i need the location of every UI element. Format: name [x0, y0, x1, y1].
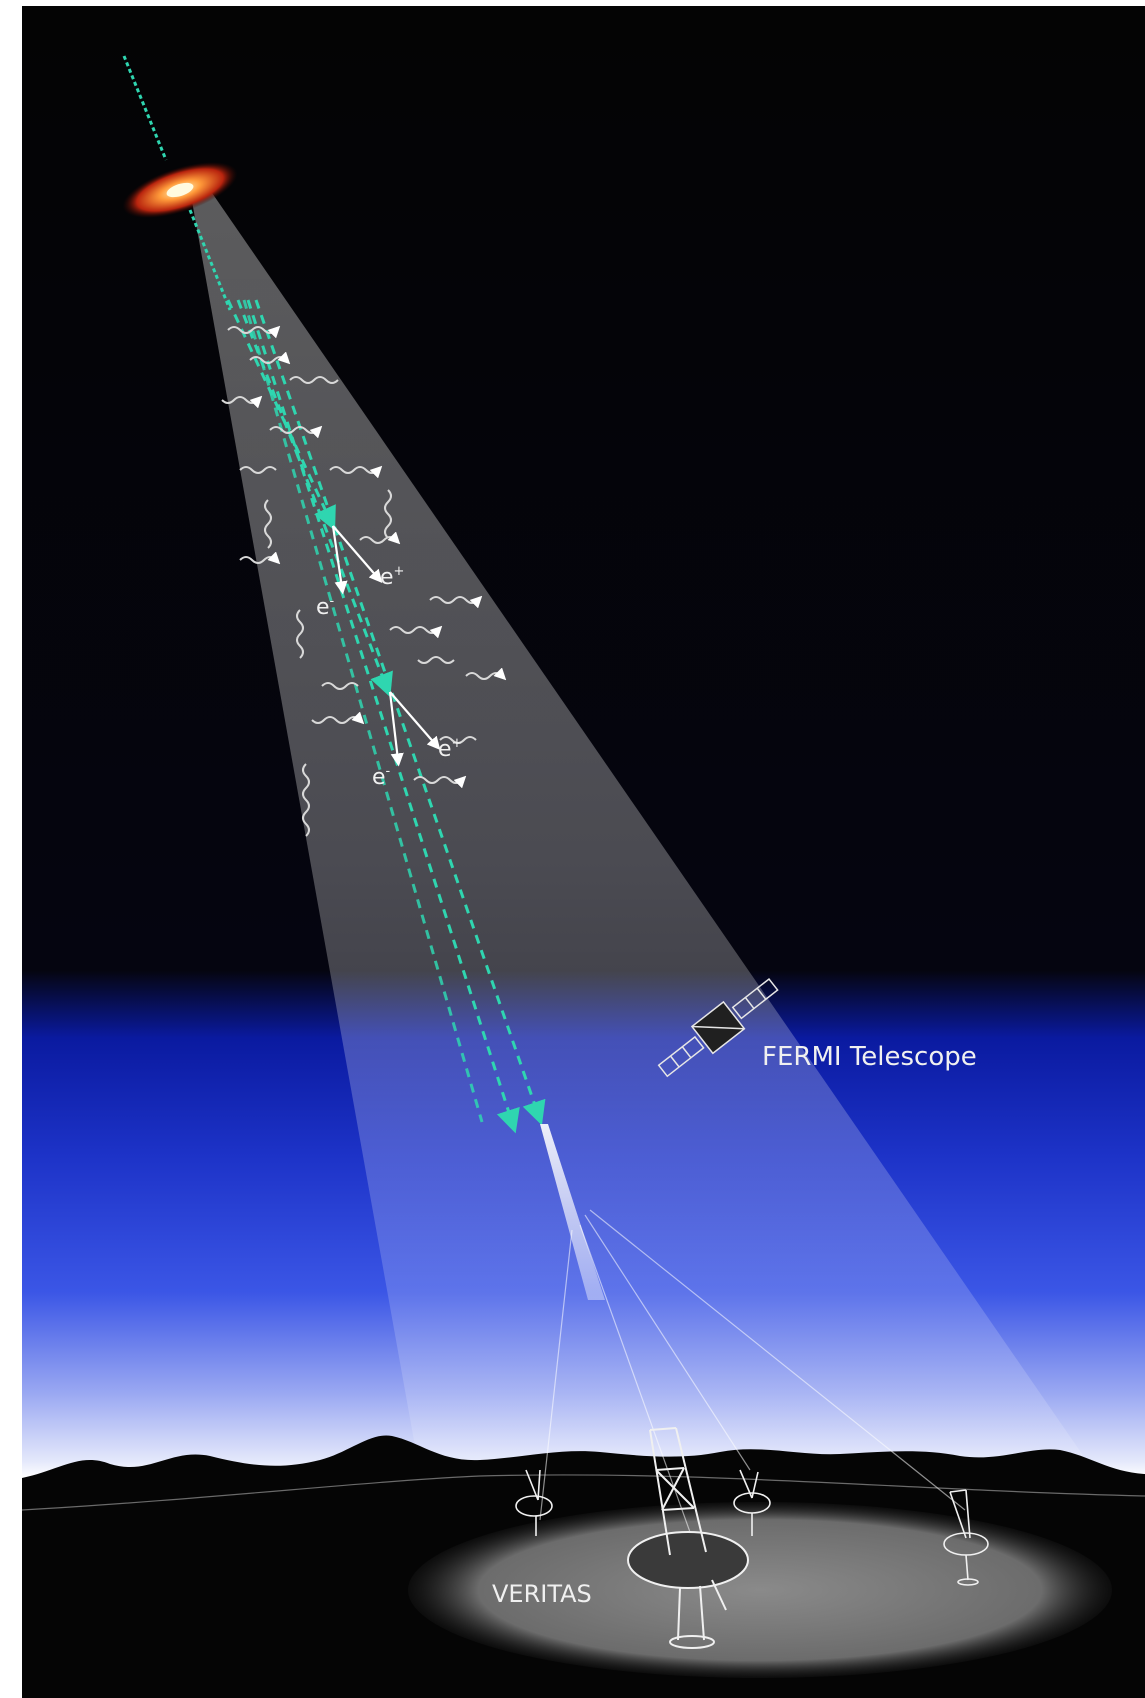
ebl-photons	[221, 325, 507, 837]
positron-label-1: e+	[380, 564, 404, 590]
pair-production-2	[388, 691, 441, 767]
fermi-satellite-icon	[657, 977, 779, 1078]
veritas-telescope-right	[943, 1489, 989, 1586]
veritas-telescope-left	[515, 1469, 553, 1536]
air-shower	[539, 1124, 966, 1561]
pair-production-1	[331, 525, 383, 595]
electron-label-1: e-	[316, 594, 335, 620]
veritas-telescope-main	[627, 1427, 749, 1649]
electron-label-2: e-	[372, 764, 391, 790]
blazar-source	[122, 55, 238, 311]
positron-label-2: e+	[438, 736, 462, 762]
gamma-ray-beam-cone	[190, 190, 1100, 1530]
veritas-label: VERITAS	[492, 1580, 592, 1608]
gamma-ray-paths	[226, 299, 546, 1134]
fermi-telescope-label: FERMI Telescope	[762, 1042, 977, 1072]
veritas-telescope-center	[733, 1469, 771, 1536]
cherenkov-light-pool	[408, 1502, 1112, 1678]
